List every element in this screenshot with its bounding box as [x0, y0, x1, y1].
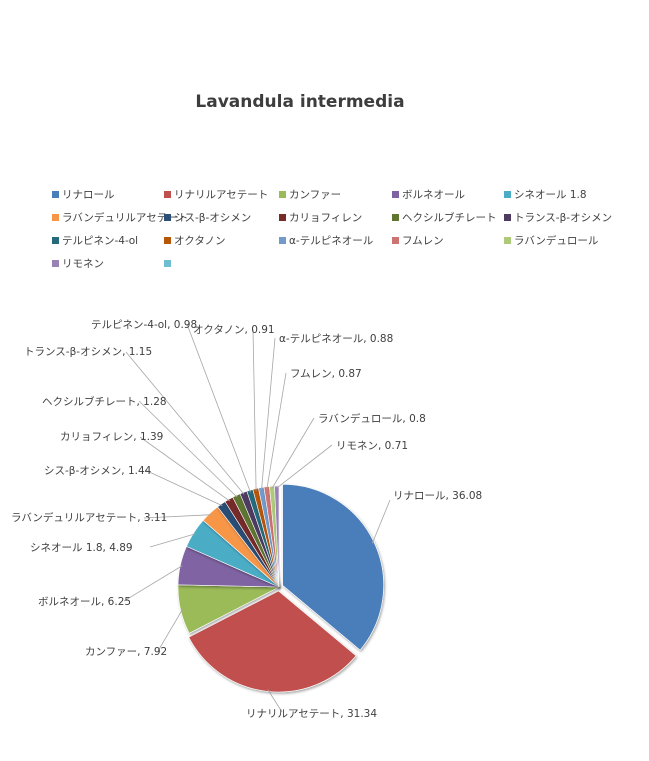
leader-line [157, 609, 183, 652]
legend-item: ラバンデュロール [504, 234, 598, 248]
legend-label: ボルネオール [402, 189, 465, 201]
legend-swatch [504, 191, 511, 198]
leader-line [267, 689, 283, 713]
legend-swatch [392, 191, 399, 198]
legend-item: ボルネオール [392, 188, 465, 202]
leader-line [261, 337, 276, 490]
legend-swatch [279, 237, 286, 244]
legend-swatch [52, 237, 59, 244]
legend-item: ヘクシルブチレート [392, 211, 497, 225]
legend-label: α-テルピネオール [289, 235, 374, 247]
legend-item [164, 257, 174, 271]
legend-label: フムレン [402, 235, 444, 247]
legend-item: カリョフィレン [279, 211, 362, 225]
legend-label: ラバンデュロール [514, 235, 599, 247]
data-label: ラバンデュリルアセテート, 3.11 [11, 511, 167, 524]
data-label: カリョフィレン, 1.39 [60, 431, 163, 443]
leader-line [371, 499, 391, 544]
legend-label: カンファー [289, 189, 342, 201]
legend-item: カンファー [279, 188, 341, 202]
legend-item: リモネン [52, 257, 104, 271]
data-label: オクタノン, 0.91 [193, 324, 275, 336]
data-label: フムレン, 0.87 [290, 368, 362, 380]
legend-item: テルピネン-4-ol [52, 234, 138, 248]
data-label: トランス-β-オシメン, 1.15 [24, 346, 152, 358]
legend-swatch [279, 191, 286, 198]
data-label: シス-β-オシメン, 1.44 [44, 465, 152, 477]
leader-line [276, 444, 333, 489]
legend-swatch [164, 237, 171, 244]
leader-line [149, 533, 196, 548]
legend-swatch [392, 237, 399, 244]
data-label: ヘクシルブチレート, 1.28 [42, 395, 167, 408]
legend-item: フムレン [392, 234, 444, 248]
legend-swatch [164, 191, 171, 198]
leader-line [139, 436, 231, 502]
leader-line [143, 514, 212, 519]
leader-line [123, 565, 183, 602]
legend-swatch [504, 237, 511, 244]
legend-item: リナロール [52, 188, 115, 202]
legend-item: ラバンデュリルアセテート [52, 211, 188, 225]
leader-line [125, 351, 245, 495]
legend-label: リナリルアセテート [174, 189, 269, 201]
legend-label: シス-β-オシメン [174, 212, 252, 224]
legend-item: シネオール 1.8 [504, 188, 587, 202]
legend-label: リモネン [62, 258, 104, 270]
leader-line [138, 400, 238, 498]
legend-item: α-テルピネオール [279, 234, 373, 248]
legend-label: オクタノン [174, 235, 226, 247]
legend-label: シネオール 1.8 [514, 189, 587, 201]
legend-swatch [504, 214, 511, 221]
data-label: リモネン, 0.71 [336, 440, 408, 452]
leader-line [271, 417, 315, 489]
leader-line [252, 328, 257, 491]
legend-label: カリョフィレン [289, 212, 363, 224]
leader-line [144, 469, 223, 507]
legend-item: リナリルアセテート [164, 188, 268, 202]
legend-item: オクタノン [164, 234, 226, 248]
legend-label: トランス-β-オシメン [514, 212, 613, 224]
data-label: テルピネン-4-ol, 0.98 [91, 319, 197, 331]
legend-item: トランス-β-オシメン [504, 211, 612, 225]
legend-swatch [52, 214, 59, 221]
leader-line [266, 372, 287, 489]
data-label: α-テルピネオール, 0.88 [279, 333, 393, 345]
data-label: シネオール 1.8, 4.89 [30, 542, 133, 554]
chart-title: Lavandula intermedia [195, 92, 405, 112]
data-label: リナリルアセテート, 31.34 [246, 708, 377, 720]
legend-swatch [52, 260, 59, 267]
pie-slice [282, 484, 384, 651]
legend-label: ヘクシルブチレート [402, 212, 497, 224]
data-label: カンファー, 7.92 [85, 646, 167, 658]
legend-item: シス-β-オシメン [164, 211, 251, 225]
legend-label: リナロール [62, 189, 115, 201]
data-label: ラバンデュロール, 0.8 [318, 412, 426, 425]
legend-swatch [164, 214, 171, 221]
legend-swatch [52, 191, 59, 198]
pie-slice [188, 590, 357, 693]
legend-swatch [279, 214, 286, 221]
legend-label: テルピネン-4-ol [62, 235, 139, 247]
legend-label: ラバンデュリルアセテート [62, 212, 189, 224]
legend-swatch [164, 260, 171, 267]
data-label: リナロール, 36.08 [393, 490, 482, 502]
data-label: ボルネオール, 6.25 [38, 596, 131, 608]
leader-line [186, 323, 251, 493]
legend-swatch [392, 214, 399, 221]
